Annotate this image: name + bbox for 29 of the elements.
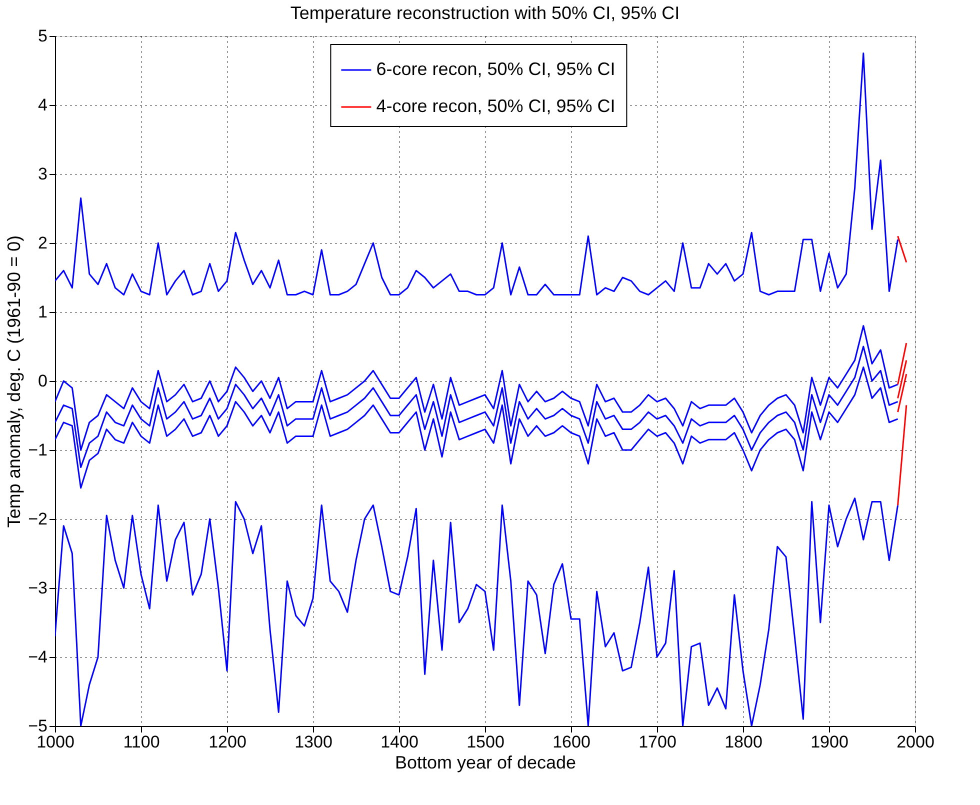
legend-label: 4-core recon, 50% CI, 95% CI — [376, 96, 616, 116]
x-tick-label: 1200 — [208, 732, 246, 752]
y-tick-label: 5 — [38, 26, 48, 46]
y-tick-label: 0 — [38, 372, 48, 390]
y-tick-label: −2 — [28, 510, 48, 528]
y-tick-label: 2 — [38, 234, 48, 252]
x-tick-label: 1700 — [638, 732, 676, 752]
y-tick-label: −1 — [28, 440, 48, 460]
chart-title: Temperature reconstruction with 50% CI, 95% CI — [290, 3, 680, 23]
x-tick-label: 1400 — [380, 732, 418, 752]
x-tick-label: 1100 — [123, 732, 160, 752]
line-series — [55, 498, 899, 726]
y-tick-label: 4 — [38, 96, 48, 114]
y-tick-label: −4 — [28, 648, 48, 666]
y-axis-title: Temp anomaly, deg. C (1961-90 = 0) — [4, 235, 24, 528]
x-tick-label: 2000 — [896, 732, 934, 752]
x-tick-label: 1800 — [724, 732, 762, 752]
y-tick-label: −5 — [28, 716, 48, 736]
x-tick-label: 1600 — [552, 732, 590, 752]
y-tick-label: 1 — [38, 302, 48, 322]
y-tick-label: 3 — [38, 164, 48, 184]
x-tick-label: 1900 — [810, 732, 848, 752]
line-series — [55, 52, 899, 296]
x-tick-label: 1000 — [36, 732, 74, 752]
y-tick-label: −3 — [28, 578, 48, 598]
x-tick-label: 1500 — [466, 732, 504, 752]
legend-label: 6-core recon, 50% CI, 95% CI — [376, 59, 616, 79]
x-tick-label: 1300 — [294, 732, 332, 752]
x-axis-title: Bottom year of decade — [394, 752, 576, 772]
